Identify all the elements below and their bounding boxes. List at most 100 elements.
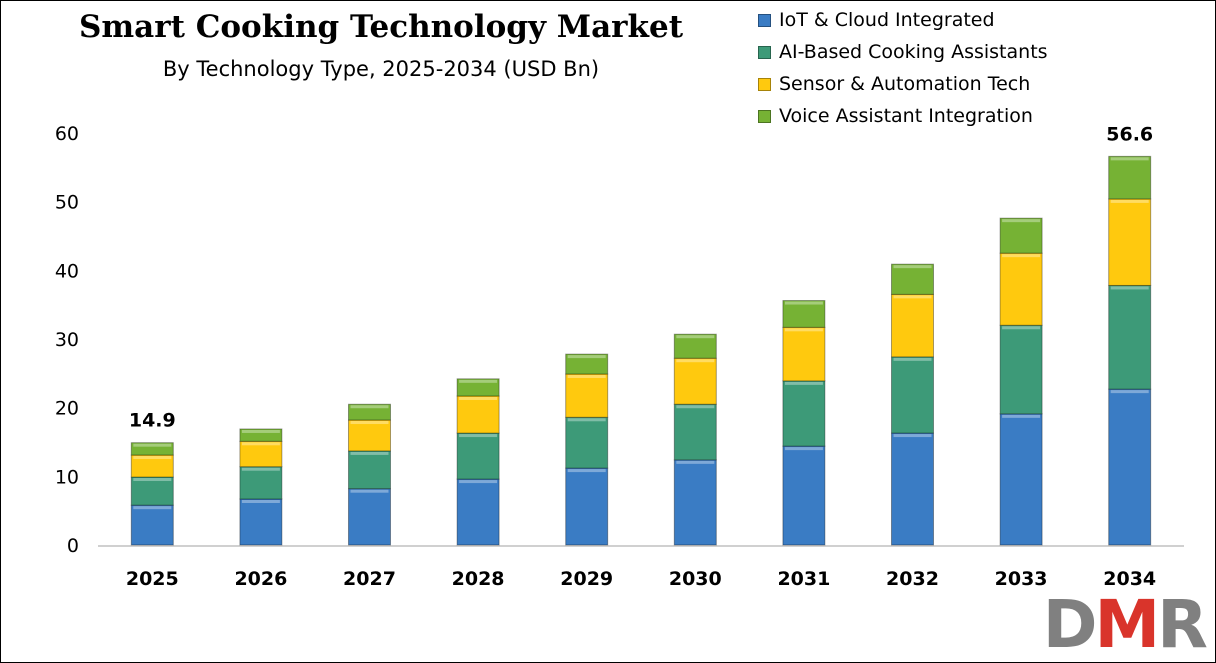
bar-segment <box>130 442 174 456</box>
data-label: 14.9 <box>129 410 176 432</box>
bar-segment <box>782 380 826 447</box>
bar-highlight <box>1002 254 1041 258</box>
bar-segment <box>1108 284 1152 390</box>
bar-segment <box>1108 388 1152 546</box>
bar-highlight <box>567 355 606 359</box>
bar-segment <box>130 504 174 546</box>
legend-item: AI-Based Cooking Assistants <box>758 41 1048 63</box>
logo-letter: D <box>1042 586 1098 663</box>
legend-swatch <box>758 77 771 91</box>
bar-highlight <box>133 456 172 460</box>
logo-letter: R <box>1157 586 1208 663</box>
bar-segment <box>1108 155 1152 200</box>
bar-highlight <box>893 265 932 269</box>
x-tick-label: 2032 <box>886 568 939 590</box>
bar-highlight <box>241 442 280 446</box>
bar-highlight <box>350 405 389 409</box>
bar-segment <box>239 466 283 500</box>
x-tick-label: 2033 <box>995 568 1048 590</box>
bar-segment <box>999 413 1043 546</box>
x-tick-label: 2027 <box>343 568 396 590</box>
bar-segment <box>348 419 391 452</box>
bar-highlight <box>350 489 389 493</box>
bar-segment <box>348 450 391 490</box>
y-tick-label: 40 <box>55 260 79 282</box>
legend-label: AI-Based Cooking Assistants <box>779 41 1048 63</box>
bar-segment <box>891 432 934 546</box>
x-tick-label: 2026 <box>234 568 287 590</box>
bar-segment <box>999 252 1043 326</box>
legend-label: IoT & Cloud Integrated <box>779 9 995 31</box>
bar-highlight <box>241 499 280 503</box>
y-tick-label: 30 <box>55 329 79 351</box>
legend-item: Sensor & Automation Tech <box>758 73 1030 95</box>
bar-segment <box>891 263 934 295</box>
logo-letter: M <box>1094 586 1160 663</box>
bar-segment <box>239 428 283 442</box>
bar-segment <box>348 488 391 546</box>
bar-segment <box>1108 198 1152 286</box>
bar-segment <box>673 357 717 405</box>
bar-highlight <box>1002 219 1041 223</box>
bar-segment <box>348 403 391 421</box>
legend-item: Voice Assistant Integration <box>758 105 1033 127</box>
bar-segment <box>239 440 283 468</box>
bar-highlight <box>133 506 172 510</box>
bar-highlight <box>893 357 932 361</box>
bar-segment <box>565 373 609 418</box>
bar-segment <box>782 326 826 382</box>
y-tick-label: 50 <box>55 192 79 214</box>
bar-highlight <box>784 381 823 385</box>
x-tick-label: 2031 <box>777 568 830 590</box>
bar-segment <box>891 356 934 434</box>
bar-highlight <box>1110 199 1149 203</box>
bar-segment <box>782 445 826 546</box>
bar-highlight <box>350 451 389 455</box>
bar-highlight <box>133 478 172 482</box>
bar-highlight <box>784 301 823 305</box>
x-tick-label: 2034 <box>1103 568 1156 590</box>
y-tick-label: 60 <box>55 123 79 145</box>
bar-highlight <box>893 295 932 299</box>
bar-highlight <box>1110 286 1149 290</box>
bar-highlight <box>1002 414 1041 418</box>
bar-highlight <box>1002 326 1041 330</box>
legend-item: IoT & Cloud Integrated <box>758 9 995 31</box>
bar-highlight <box>133 443 172 447</box>
y-tick-label: 10 <box>55 466 79 488</box>
bar-highlight <box>459 480 498 484</box>
bar-highlight <box>676 335 715 339</box>
bar-highlight <box>567 469 606 473</box>
bar-segment <box>565 467 609 546</box>
bar-highlight <box>241 429 280 433</box>
bar-highlight <box>459 434 498 438</box>
x-tick-label: 2028 <box>452 568 505 590</box>
y-tick-label: 0 <box>67 535 79 557</box>
bar-segment <box>456 395 500 434</box>
bar-segment <box>565 353 609 375</box>
bar-highlight <box>459 396 498 400</box>
bar-highlight <box>1110 390 1149 394</box>
bar-segment <box>999 324 1043 415</box>
bar-highlight <box>241 467 280 471</box>
bar-highlight <box>350 421 389 425</box>
bar-segment <box>456 378 500 397</box>
bar-highlight <box>567 418 606 422</box>
bar-segment <box>673 333 717 359</box>
chart-title: Smart Cooking Technology Market <box>78 9 684 45</box>
dmr-logo: DMR <box>1043 592 1208 658</box>
bar-segment <box>239 498 283 546</box>
bar-segment <box>782 300 826 328</box>
y-tick-label: 20 <box>55 398 79 420</box>
bar-highlight <box>676 405 715 409</box>
bar-segment <box>130 476 174 506</box>
x-tick-label: 2030 <box>669 568 722 590</box>
bar-highlight <box>459 379 498 383</box>
bar-segment <box>565 416 609 469</box>
bar-highlight <box>784 328 823 332</box>
chart-subtitle: By Technology Type, 2025-2034 (USD Bn) <box>162 57 600 81</box>
bar-segment <box>456 478 500 546</box>
legend-swatch <box>758 13 771 27</box>
bar-segment <box>673 403 717 461</box>
